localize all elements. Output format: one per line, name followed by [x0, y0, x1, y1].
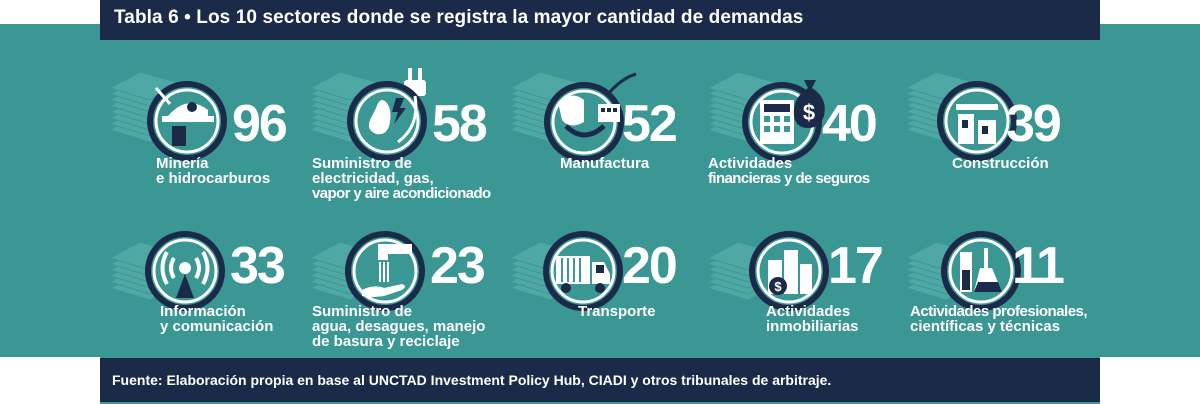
- lab-flask-icon: [941, 231, 1021, 311]
- svg-text:$: $: [774, 279, 782, 294]
- sector-value: 20: [622, 237, 678, 295]
- calculator-money-bag-icon: $: [742, 80, 825, 162]
- sector-label: Manufactura: [560, 155, 650, 172]
- sector-value: 58: [432, 95, 488, 153]
- sector-label: Minería e hidrocarburos: [156, 155, 271, 187]
- sector-label: Actividades inmobiliarias: [766, 303, 859, 335]
- water-tap-hand-icon: [345, 231, 425, 311]
- source-note: Fuente: Elaboración propia en base al UN…: [112, 372, 832, 388]
- sector-label: Transporte: [578, 303, 656, 320]
- electric-plug-icon: [347, 68, 427, 161]
- sector-label: Información y comunicación: [160, 303, 274, 335]
- sector-value: 96: [232, 95, 288, 153]
- sector-label: Suministro de electricidad, gas, vapor y a…: [312, 155, 491, 202]
- sector-value: 17: [828, 237, 884, 295]
- sector-label: Suministro de agua, desagues, manejo de ba…: [312, 303, 486, 350]
- sector-value: 23: [430, 237, 486, 295]
- sector-value: 33: [230, 237, 286, 295]
- content-panel: [100, 0, 1100, 404]
- robot-arm-icon: [544, 72, 637, 162]
- page-title: Tabla 6 • Los 10 sectores donde se regis…: [114, 7, 804, 28]
- sector-value: 52: [622, 95, 678, 153]
- sector-label: Actividades financieras y de seguros: [708, 155, 870, 187]
- sector-label: Construcción: [952, 155, 1049, 172]
- building-construction-icon: [937, 81, 1017, 161]
- sector-value: 39: [1006, 95, 1062, 153]
- truck-icon: [543, 231, 623, 311]
- sector-value: 11: [1012, 237, 1065, 295]
- sector-value: 40: [822, 95, 878, 153]
- sector-label: Actividades profesionales, científicas y …: [910, 303, 1088, 335]
- svg-text:$: $: [803, 100, 815, 125]
- mining-helmet-icon: [147, 81, 227, 161]
- antenna-broadcast-icon: [145, 231, 225, 311]
- real-estate-buildings-icon: $: [749, 231, 829, 311]
- header-bar: Tabla 6 • Los 10 sectores donde se regis…: [100, 0, 1100, 40]
- footer-bar: Fuente: Elaboración propia en base al UN…: [100, 358, 1100, 402]
